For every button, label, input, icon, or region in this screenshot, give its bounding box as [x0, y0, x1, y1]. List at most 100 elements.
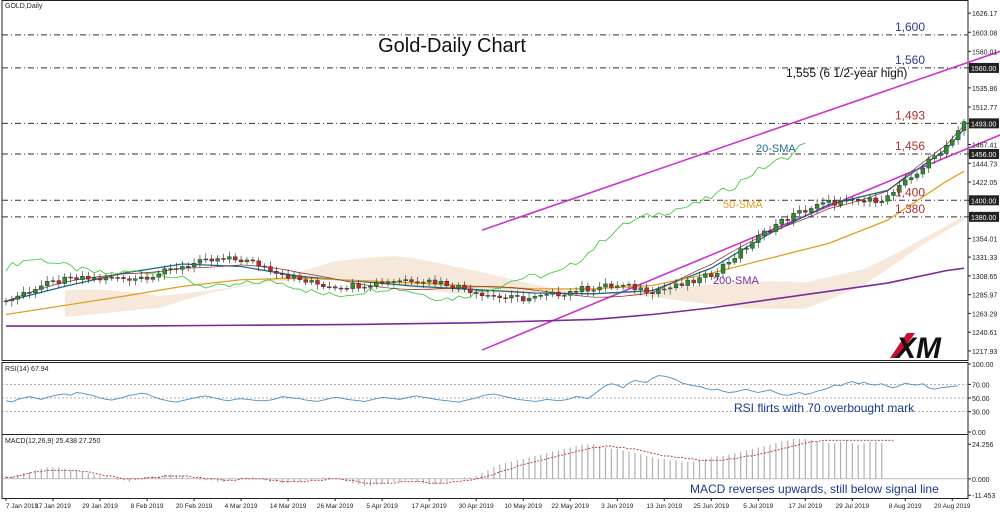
level-label: 1,560	[895, 53, 925, 67]
price-tick-label: 1535.86	[972, 86, 997, 93]
macd-signal-line	[6, 439, 894, 484]
x-tick-label: 17 Apr 2019	[412, 503, 447, 510]
candle	[309, 280, 314, 283]
candle	[350, 283, 355, 289]
xm-logo-text: XM	[894, 332, 942, 365]
x-tick-label: 20 Aug 2019	[934, 503, 971, 510]
candle	[315, 280, 320, 285]
candle	[409, 279, 414, 282]
candle	[726, 262, 732, 265]
x-tick-label: 25 Jun 2019	[693, 503, 729, 510]
candle	[679, 283, 685, 286]
candle	[297, 275, 303, 280]
price-tick-label: 1400.00	[971, 198, 996, 205]
candle	[785, 219, 790, 221]
candle	[603, 283, 608, 288]
candle	[503, 297, 508, 300]
candle	[274, 270, 279, 274]
candle	[80, 275, 85, 280]
candle	[473, 292, 479, 294]
candle	[926, 158, 931, 169]
candle	[450, 285, 455, 289]
candle	[773, 224, 779, 232]
pane-frame	[1, 0, 969, 361]
x-tick-label: 17 Jul 2019	[789, 503, 823, 510]
candle	[920, 167, 926, 175]
candle	[544, 294, 549, 296]
candle	[456, 284, 461, 289]
rsi-tick-label: 50.00	[972, 396, 990, 403]
candle	[332, 286, 338, 289]
candle	[961, 121, 967, 131]
candle	[850, 199, 855, 201]
candle	[585, 286, 591, 292]
candle	[21, 292, 26, 297]
candle	[3, 300, 9, 303]
candle	[685, 279, 690, 286]
candle	[233, 256, 238, 261]
chikou-line	[5, 142, 806, 301]
candle	[374, 281, 379, 287]
x-tick-label: 26 Mar 2019	[317, 503, 354, 510]
candle	[620, 284, 626, 287]
candle	[650, 292, 655, 294]
candle	[573, 291, 579, 293]
price-tick-label: 1560.00	[971, 66, 996, 73]
candle	[156, 273, 162, 278]
candle	[138, 276, 144, 279]
candle	[579, 286, 585, 292]
rsi-tick-label: 0.00	[972, 430, 986, 437]
price-tick-label: 1493.00	[971, 121, 996, 128]
candle	[250, 259, 256, 262]
candle	[597, 286, 602, 291]
candle	[521, 296, 526, 302]
candle	[262, 265, 267, 268]
candle	[27, 292, 32, 294]
candle	[397, 280, 402, 283]
candle	[39, 285, 44, 290]
candle	[432, 279, 438, 284]
candle	[750, 242, 755, 249]
rsi-label: RSI(14) 67.94	[5, 366, 49, 373]
candle	[303, 279, 308, 283]
macd-label: MACD(12,26,9) 25.438 27.250	[5, 438, 100, 445]
price-tick-label: 1512.77	[972, 105, 997, 112]
x-tick-label: 7 Jan 2019	[6, 503, 39, 510]
candle	[615, 285, 620, 288]
candle	[591, 289, 596, 292]
price-tick-label: 1308.65	[972, 274, 997, 281]
candle	[797, 210, 802, 214]
x-tick-label: 5 Apr 2019	[366, 503, 398, 510]
candle	[462, 284, 467, 289]
candle	[932, 155, 937, 160]
candle	[174, 268, 179, 270]
candle	[538, 295, 544, 297]
x-tick-label: 29 Jul 2019	[836, 503, 870, 510]
candle	[68, 276, 73, 279]
xm-logo: XM	[890, 332, 942, 365]
candle	[897, 184, 902, 193]
candle	[215, 258, 220, 262]
candle	[638, 287, 643, 290]
candle	[691, 279, 696, 284]
candle	[861, 200, 867, 203]
price-tick-label: 1240.61	[972, 330, 997, 337]
candle	[9, 299, 15, 302]
candle	[444, 280, 449, 287]
x-tick-label: 14 Mar 2019	[270, 503, 307, 510]
macd-tick-label: 0.000	[972, 477, 990, 484]
x-tick-label: 3 Jun 2019	[601, 503, 634, 510]
candle	[609, 283, 614, 288]
x-tick-label: 5 Jul 2019	[743, 503, 773, 510]
candle	[732, 258, 737, 263]
candle	[56, 280, 62, 284]
candle	[268, 266, 273, 272]
candle	[550, 291, 555, 295]
candle	[162, 268, 167, 275]
candle	[338, 287, 344, 290]
candle	[756, 235, 761, 243]
level-label: 1,600	[895, 20, 925, 34]
price-tick-label: 1467.41	[972, 143, 997, 150]
level-label: 1,400	[895, 185, 925, 199]
